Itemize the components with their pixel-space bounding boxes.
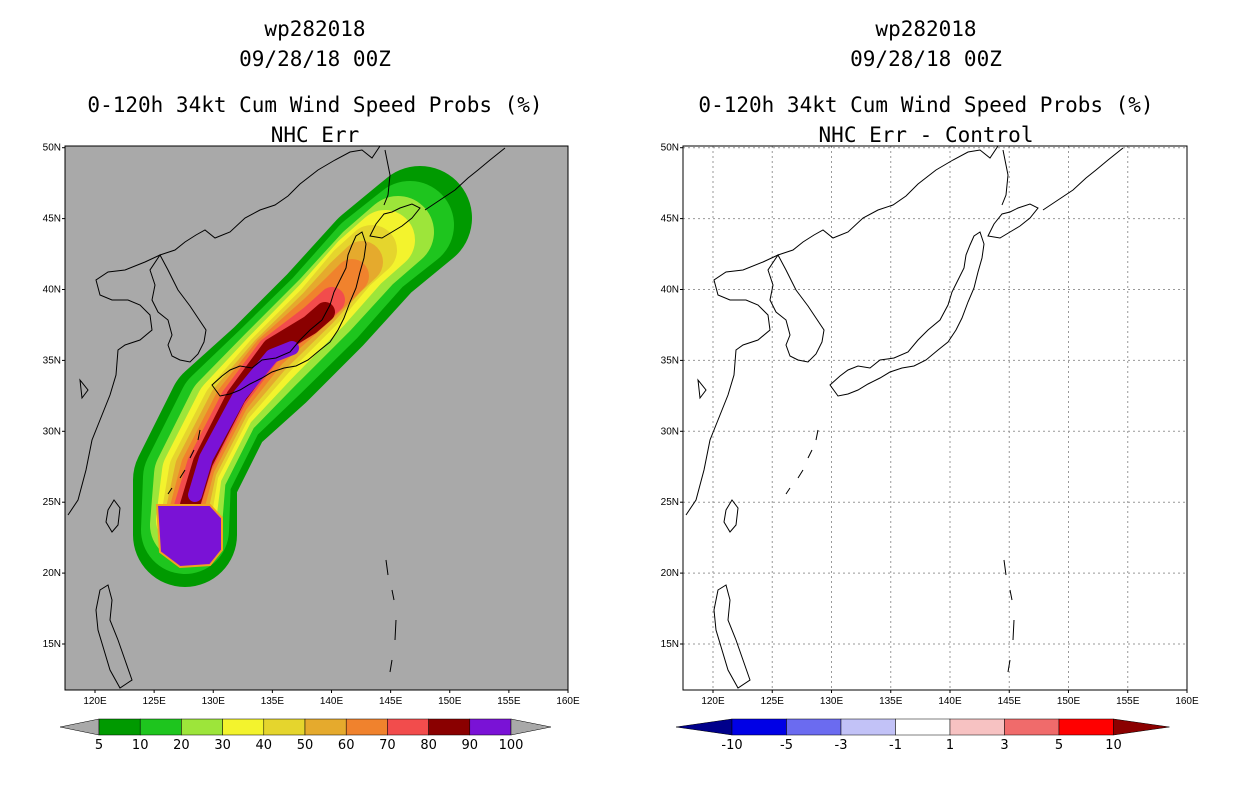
- right-gridlines: [683, 146, 1187, 690]
- right-colorbar-swatch: [949, 718, 1005, 736]
- left-colorbar-label: 20: [173, 738, 190, 753]
- lat-tick-label: 20N: [661, 568, 679, 579]
- lat-tick-label: 45N: [43, 214, 61, 225]
- right-map-background: [683, 146, 1187, 690]
- lon-tick-label: 140E: [938, 696, 962, 707]
- right-colorbar-swatch: [840, 718, 896, 736]
- lon-tick-label: 155E: [1116, 696, 1140, 707]
- left-colorbar-high-arrow: [510, 718, 552, 736]
- left-colorbar-label: 70: [379, 738, 396, 753]
- left-colorbar-label: 50: [297, 738, 314, 753]
- right-title-datetime: 09/28/18 00Z: [850, 47, 1002, 71]
- right-title-subtitle: NHC Err - Control: [818, 123, 1034, 147]
- left-probability-core: [155, 504, 223, 569]
- lon-tick-label: 150E: [1057, 696, 1081, 707]
- left-map-frame: [64, 145, 569, 691]
- lon-tick-label: 150E: [438, 696, 462, 707]
- left-colorbar-swatch: [428, 718, 471, 736]
- lat-tick-label: 30N: [43, 426, 61, 437]
- lat-tick-label: 35N: [661, 355, 679, 366]
- lon-tick-label: 130E: [820, 696, 844, 707]
- right-colorbar-label: 1: [946, 738, 954, 753]
- lat-tick-label: 40N: [661, 285, 679, 296]
- lat-tick-label: 25N: [43, 497, 61, 508]
- left-title: wp282018 09/28/18 00Z 0-120h 34kt Cum Wi…: [55, 14, 575, 150]
- lat-tick-label: 30N: [661, 426, 679, 437]
- left-colorbar-label: 60: [338, 738, 355, 753]
- lon-tick-label: 120E: [701, 696, 725, 707]
- right-colorbar-label: -1: [889, 738, 902, 753]
- right-title-storm-id: wp282018: [875, 17, 977, 41]
- lat-tick-label: 20N: [43, 568, 61, 579]
- left-colorbar-label: 90: [462, 738, 479, 753]
- right-difference-map: [683, 146, 1187, 690]
- right-colorbar-swatch: [731, 718, 787, 736]
- left-colorbar-label: 80: [420, 738, 437, 753]
- left-lat-ticks: 15N 20N 25N 30N 35N 40N 45N 50N: [43, 143, 65, 650]
- left-lon-ticks: 120E 125E 130E 135E 140E 145E 150E 155E 160E: [83, 690, 580, 707]
- lon-tick-label: 120E: [83, 696, 107, 707]
- lon-tick-label: 155E: [497, 696, 521, 707]
- left-colorbar-swatch: [304, 718, 347, 736]
- left-title-storm-id: wp282018: [264, 17, 366, 41]
- lat-tick-label: 45N: [661, 214, 679, 225]
- right-colorbar-high-arrow: [1113, 718, 1170, 736]
- right-map-frame: [682, 145, 1188, 691]
- right-colorbar: -10 -5 -3 -1 1 3 5 10: [675, 718, 1170, 753]
- lon-tick-label: 125E: [761, 696, 785, 707]
- right-colorbar-swatch: [1058, 718, 1114, 736]
- left-colorbar-label: 100: [499, 738, 524, 753]
- left-probability-swath: [67, 146, 506, 689]
- right-colorbar-label: -10: [721, 738, 742, 753]
- left-colorbar-swatch: [263, 718, 306, 736]
- left-colorbar-label: 40: [256, 738, 273, 753]
- left-colorbar-swatch: [139, 718, 182, 736]
- right-colorbar-label: 5: [1055, 738, 1063, 753]
- left-colorbar: 5 10 20 30 40 50 60 70 80 90 100: [59, 718, 552, 753]
- lon-tick-label: 140E: [320, 696, 344, 707]
- lon-tick-label: 160E: [556, 696, 580, 707]
- right-colorbar-label: -3: [835, 738, 848, 753]
- lon-tick-label: 135E: [261, 696, 285, 707]
- left-colorbar-label: 10: [132, 738, 149, 753]
- right-colorbar-swatch: [786, 718, 842, 736]
- left-colorbar-label: 5: [95, 738, 103, 753]
- lat-tick-label: 50N: [661, 143, 679, 154]
- lat-tick-label: 40N: [43, 285, 61, 296]
- right-colorbar-label: 10: [1105, 738, 1122, 753]
- right-colorbar-swatch: [895, 718, 951, 736]
- lon-tick-label: 160E: [1175, 696, 1199, 707]
- lat-tick-label: 25N: [661, 497, 679, 508]
- left-colorbar-label: 30: [214, 738, 231, 753]
- lat-tick-label: 50N: [43, 143, 61, 154]
- left-colorbar-low-arrow: [59, 718, 100, 736]
- left-colorbar-swatch: [387, 718, 429, 736]
- left-colorbar-swatch: [222, 718, 265, 736]
- left-title-subtitle: NHC Err: [270, 123, 360, 147]
- left-title-datetime: 09/28/18 00Z: [239, 47, 391, 71]
- lon-tick-label: 125E: [142, 696, 166, 707]
- right-colorbar-label: -5: [780, 738, 793, 753]
- right-lat-ticks: 15N 20N 25N 30N 35N 40N 45N 50N: [661, 143, 683, 650]
- lat-tick-label: 15N: [661, 639, 679, 650]
- right-colorbar-swatch: [1004, 718, 1060, 736]
- right-title: wp282018 09/28/18 00Z 0-120h 34kt Cum Wi…: [666, 14, 1186, 150]
- lon-tick-label: 145E: [998, 696, 1022, 707]
- lon-tick-label: 130E: [202, 696, 226, 707]
- lat-tick-label: 35N: [43, 355, 61, 366]
- left-colorbar-swatch: [469, 718, 512, 736]
- lon-tick-label: 145E: [379, 696, 403, 707]
- left-colorbar-swatch: [98, 718, 141, 736]
- lat-tick-label: 15N: [43, 639, 61, 650]
- left-map-background: [65, 146, 568, 690]
- right-lon-ticks: 120E 125E 130E 135E 140E 145E 150E 155E 160E: [701, 690, 1199, 707]
- right-colorbar-low-arrow: [675, 718, 733, 736]
- lon-tick-label: 135E: [879, 696, 903, 707]
- left-title-product: 0-120h 34kt Cum Wind Speed Probs (%): [87, 93, 543, 117]
- right-colorbar-label: 3: [1000, 738, 1008, 753]
- left-colorbar-swatch: [181, 718, 223, 736]
- right-title-product: 0-120h 34kt Cum Wind Speed Probs (%): [698, 93, 1154, 117]
- left-colorbar-swatch: [345, 718, 388, 736]
